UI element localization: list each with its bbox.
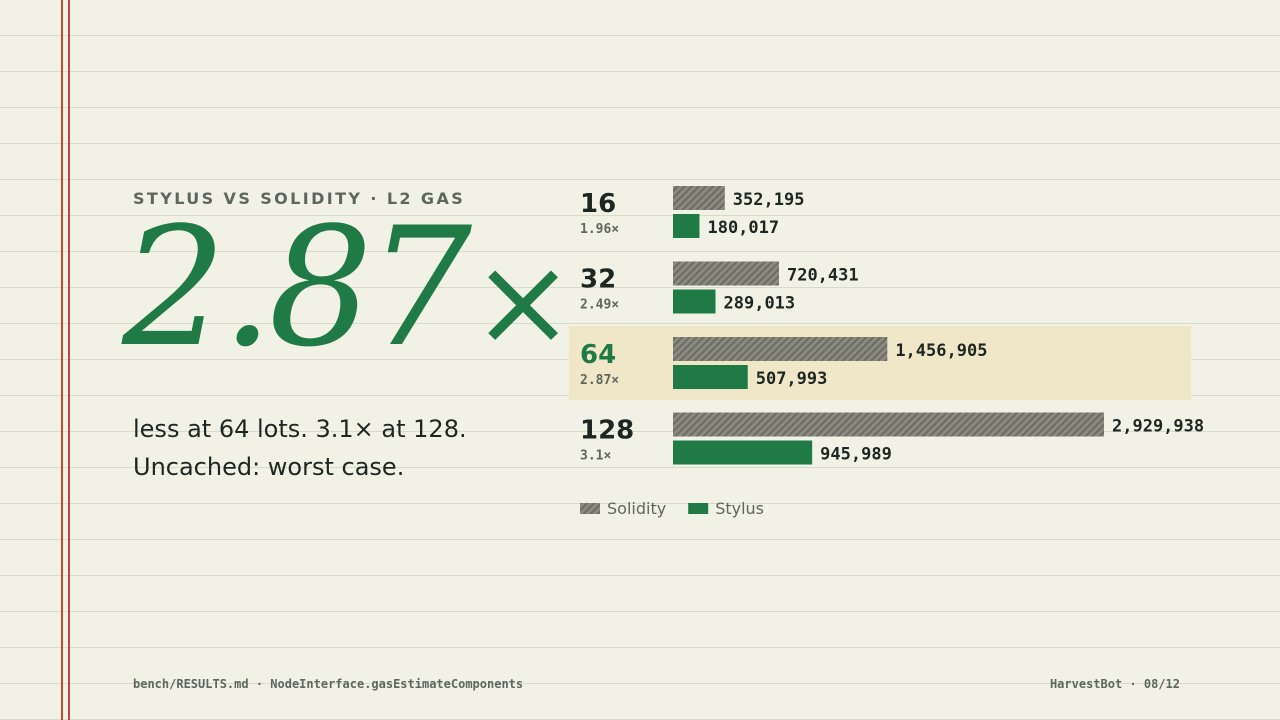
description-line-2: Uncached: worst case. [133,453,405,481]
headline-value: 2.87 [122,192,472,383]
value-label-solidity: 720,431 [787,266,859,286]
value-label-solidity: 1,456,905 [895,341,987,361]
bar-solidity [673,261,779,286]
bar-stylus [673,440,813,465]
footer-page: HarvestBot · 08/12 [1049,677,1180,691]
value-label-stylus: 507,993 [756,369,828,389]
bar-solidity [673,186,725,210]
margin-rule-right [68,0,70,720]
description: less at 64 lots. 3.1× at 128. Uncached: … [133,410,553,486]
category-label: 64 [580,340,616,370]
bar-stylus [673,365,748,389]
value-label-solidity: 2,929,938 [1112,417,1204,437]
description-line-1: less at 64 lots. 3.1× at 128. [133,415,467,443]
legend-label-solidity: Solidity [607,499,666,518]
value-label-stylus: 289,013 [724,294,796,314]
legend-label-stylus: Stylus [715,499,764,518]
category-label: 16 [580,189,616,219]
value-label-stylus: 180,017 [707,218,779,238]
bar-solidity [673,412,1104,437]
ratio-label: 3.1× [580,449,611,464]
bar-stylus [673,289,716,314]
bar-solidity [673,337,888,361]
category-label: 128 [580,416,634,446]
value-label-solidity: 352,195 [733,190,805,210]
eyebrow-title: STYLUS VS SOLIDITY · L2 GAS [133,189,466,208]
headline-suffix: × [471,230,576,374]
bar-stylus [673,214,700,238]
margin-rule-left [61,0,63,720]
ratio-label: 2.87× [580,373,619,388]
value-label-stylus: 945,989 [820,445,892,465]
ratio-label: 2.49× [580,298,619,313]
legend-swatch-solidity [580,503,600,514]
category-label: 32 [580,265,616,295]
headline-stat: 2.87× [122,206,575,370]
ratio-label: 1.96× [580,222,619,237]
legend-swatch-stylus [688,503,709,514]
footer-source: bench/RESULTS.md · NodeInterface.gasEsti… [133,677,524,691]
